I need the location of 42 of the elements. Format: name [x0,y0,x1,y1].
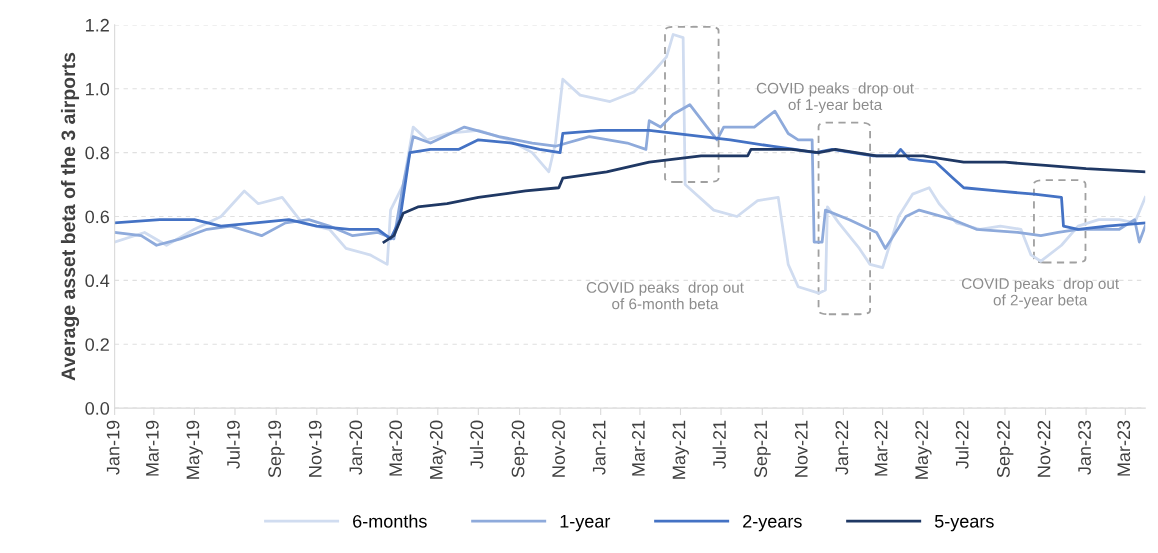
x-tick-label: Jan-23 [1078,420,1091,475]
x-tick-label: May-19 [186,420,203,479]
x-tick-label: Jan-21 [592,420,606,475]
annotation: COVID peaks drop out of 6-month beta [586,281,744,310]
y-tick-label: 0.2 [85,338,109,351]
annotation: COVID peaks drop out of 2-year beta [961,277,1119,309]
x-tick-label: Jul-21 [712,420,726,469]
x-tick-label: Mar-21 [631,420,645,476]
x-tick-label: Nov-20 [552,420,565,477]
x-tick-label: Mar-23 [1117,420,1131,476]
x-tick-label: May-21 [672,420,689,479]
y-axis-title: Average asset beta of the 3 airports [60,52,80,381]
legend-label: 2-years [743,514,802,532]
x-tick-label: Mar-22 [874,420,888,476]
annotation: COVID peaks drop out of 1-year beta [756,82,914,114]
x-tick-label: May-22 [915,420,932,479]
x-tick-label: Jul-20 [469,420,484,469]
y-tick-label: 0.0 [85,402,110,415]
x-tick-label: Sep-20 [511,420,528,478]
line-series [382,148,1146,244]
legend-label: 1-year [560,515,611,532]
x-tick-label: Sep-22 [997,420,1014,478]
y-tick-label: 0.8 [85,146,109,160]
legend-label: 6-months [353,514,427,528]
y-tick-label: 0.4 [85,274,110,288]
x-tick-label: May-20 [429,420,447,479]
x-tick-label: Jul-22 [955,420,969,469]
x-tick-label: Nov-22 [1037,420,1051,477]
x-tick-label: Jan-22 [835,420,849,475]
x-tick-label: Sep-19 [268,420,285,478]
x-tick-label: Nov-21 [794,420,808,477]
x-tick-label: Nov-19 [308,420,322,477]
x-tick-label: Mar-19 [145,420,159,476]
x-tick-label: Sep-21 [754,420,771,478]
y-tick-label: 1.2 [86,18,109,32]
x-tick-label: Jul-19 [226,420,240,469]
y-tick-label: 0.6 [85,210,109,224]
x-tick-label: Jan-20 [349,420,363,475]
x-tick-label: Jan-19 [106,420,120,475]
legend-label: 5-years [934,515,994,532]
x-tick-label: Mar-20 [389,420,403,476]
y-tick-label: 1.0 [86,82,110,96]
